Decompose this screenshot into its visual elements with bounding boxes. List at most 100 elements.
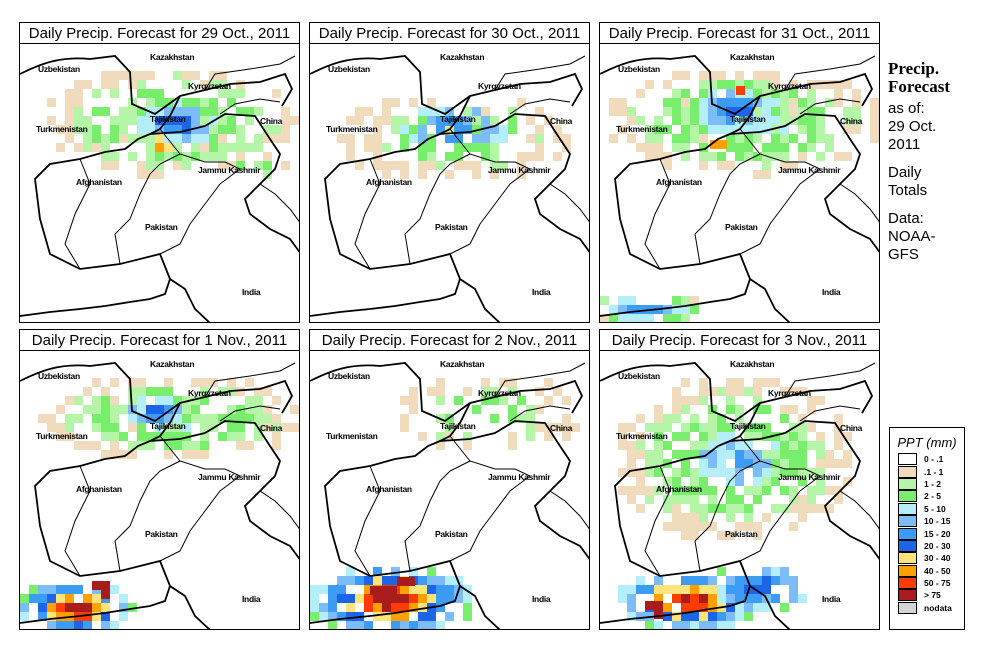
precip-cell xyxy=(74,603,83,612)
precip-cell xyxy=(92,134,101,143)
legend-title: PPT (mm) xyxy=(897,435,957,450)
precip-cell xyxy=(263,387,272,396)
precip-cell xyxy=(762,71,771,80)
precip-cell xyxy=(789,432,798,441)
precip-cell xyxy=(789,387,798,396)
map-label-jammu-kashmir: Jammu Kashmir xyxy=(198,472,261,482)
precip-cell xyxy=(436,378,445,387)
precip-cell xyxy=(526,152,535,161)
precip-cell xyxy=(445,423,454,432)
precip-cell xyxy=(110,414,119,423)
precip-cell xyxy=(373,567,382,576)
precip-cell xyxy=(526,414,535,423)
precip-cell xyxy=(654,621,663,629)
precip-cell xyxy=(191,441,200,450)
precip-cell xyxy=(708,522,717,531)
precip-cell xyxy=(137,432,146,441)
precip-cell xyxy=(472,161,481,170)
precip-cell xyxy=(38,603,47,612)
precip-cell xyxy=(481,387,490,396)
precip-cell xyxy=(717,585,726,594)
precip-cell xyxy=(155,170,164,179)
precip-cell xyxy=(137,396,146,405)
precip-cell xyxy=(319,612,328,621)
country-border xyxy=(20,55,294,116)
precip-cell xyxy=(690,441,699,450)
precip-cell xyxy=(807,486,816,495)
precip-cell xyxy=(364,576,373,585)
precip-cell xyxy=(798,441,807,450)
precip-cell xyxy=(744,89,753,98)
map-label-china: China xyxy=(840,116,863,126)
precip-cell xyxy=(182,134,191,143)
precip-cell xyxy=(789,522,798,531)
precip-cell xyxy=(400,116,409,125)
precip-cell xyxy=(391,594,400,603)
precip-cell xyxy=(272,432,281,441)
precip-cell xyxy=(771,432,780,441)
precip-cell xyxy=(164,152,173,161)
precip-cell xyxy=(744,513,753,522)
precip-cell xyxy=(753,522,762,531)
legend-swatch xyxy=(898,552,917,565)
map-label-kazakhstan: Kazakhstan xyxy=(440,52,485,62)
precip-cell xyxy=(681,378,690,387)
precip-cell xyxy=(517,152,526,161)
precip-cell xyxy=(780,504,789,513)
precip-cell xyxy=(191,450,200,459)
precip-cell xyxy=(382,107,391,116)
precip-cell xyxy=(825,134,834,143)
precip-cell xyxy=(726,468,735,477)
precip-cell xyxy=(463,125,472,134)
precip-cell xyxy=(654,585,663,594)
precip-cell xyxy=(690,513,699,522)
precip-cell xyxy=(744,522,753,531)
precip-cell xyxy=(789,585,798,594)
precip-cell xyxy=(128,387,137,396)
precip-cell xyxy=(780,414,789,423)
precip-cell xyxy=(816,432,825,441)
precip-cell xyxy=(245,378,254,387)
precip-cell xyxy=(418,152,427,161)
precip-cell xyxy=(379,586,388,595)
precip-cell xyxy=(807,495,816,504)
precip-cell xyxy=(744,152,753,161)
precip-cell xyxy=(681,98,690,107)
map-label-afghanistan: Afghanistan xyxy=(656,177,702,187)
precip-cell xyxy=(29,594,38,603)
precip-cell xyxy=(618,585,627,594)
precip-cell xyxy=(508,405,517,414)
precip-cell xyxy=(681,531,690,540)
precip-cell xyxy=(816,125,825,134)
precip-cell xyxy=(227,98,236,107)
map-label-turkmenistan: Turkmenistan xyxy=(36,431,88,441)
country-border xyxy=(449,128,531,255)
precip-cell xyxy=(663,504,672,513)
precip-cell xyxy=(735,80,744,89)
precip-cell xyxy=(816,486,825,495)
precip-cell xyxy=(245,107,254,116)
legend-item: nodata xyxy=(898,601,964,614)
map-label-pakistan: Pakistan xyxy=(725,222,758,232)
precip-cell xyxy=(636,585,645,594)
precip-cell xyxy=(227,143,236,152)
precip-cell xyxy=(798,143,807,152)
precip-cell xyxy=(155,387,164,396)
precip-cell xyxy=(654,414,663,423)
precip-cell xyxy=(663,612,672,621)
precip-cell xyxy=(101,71,110,80)
precip-cell xyxy=(834,89,843,98)
precip-cell xyxy=(544,396,553,405)
precip-cell xyxy=(627,612,636,621)
precip-cell xyxy=(735,116,744,125)
precip-cell xyxy=(209,134,218,143)
country-border xyxy=(694,460,761,572)
precip-cell xyxy=(771,594,780,603)
precip-cell xyxy=(182,450,191,459)
legend-label: 2 - 5 xyxy=(924,491,942,502)
precip-cell xyxy=(92,125,101,134)
precip-cell xyxy=(762,423,771,432)
precip-cell xyxy=(173,152,182,161)
precip-cell xyxy=(400,414,409,423)
precip-cell xyxy=(182,161,191,170)
